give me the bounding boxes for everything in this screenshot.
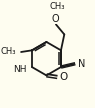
Text: CH₃: CH₃ — [1, 48, 16, 56]
Text: N: N — [78, 59, 85, 69]
Text: NH: NH — [13, 65, 27, 74]
Text: CH₃: CH₃ — [49, 2, 65, 11]
Text: O: O — [51, 14, 59, 24]
Text: O: O — [59, 72, 67, 82]
